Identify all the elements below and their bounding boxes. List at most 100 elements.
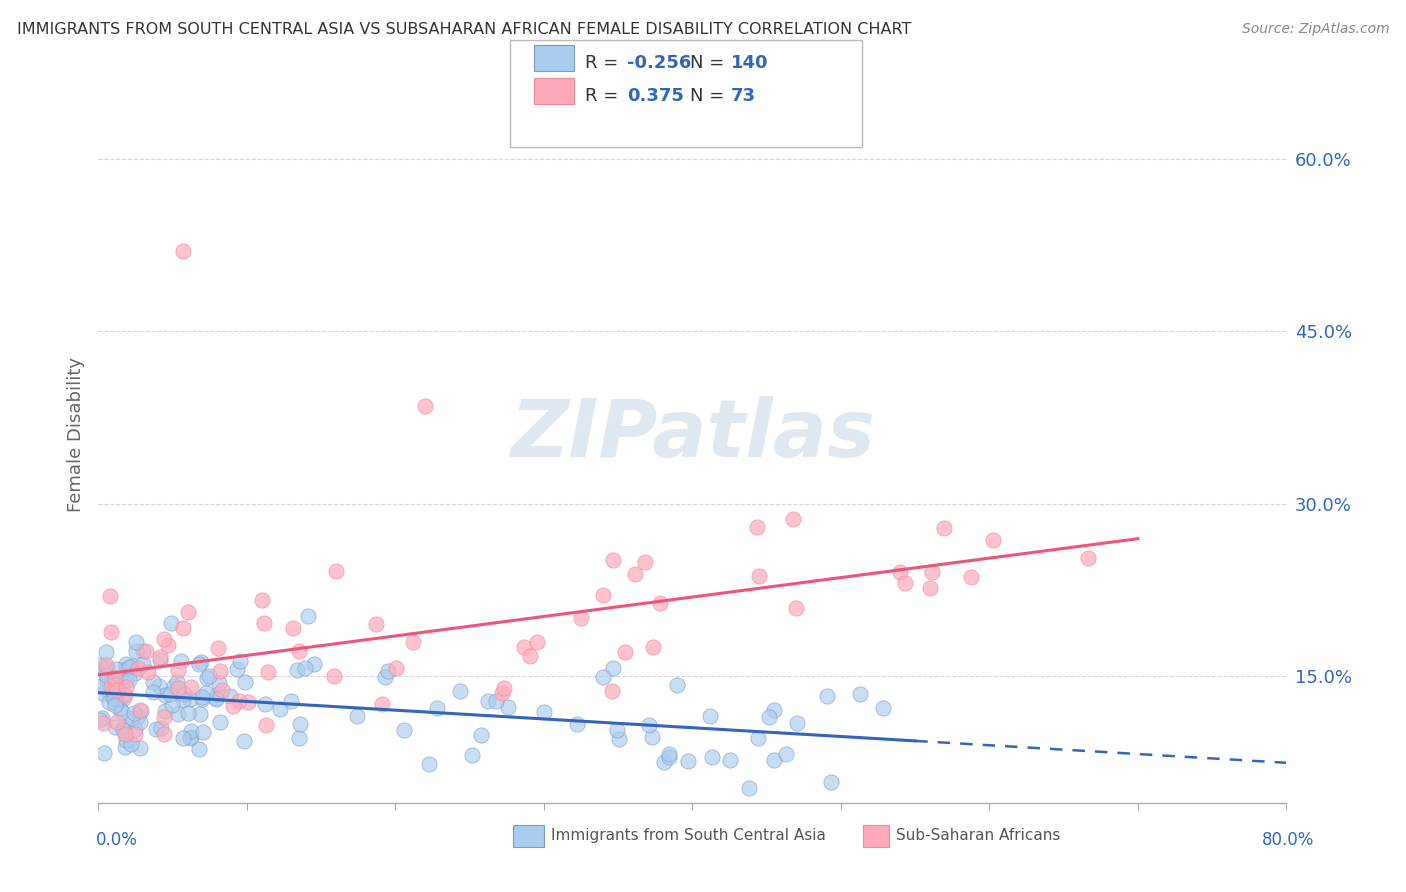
Point <box>785 601 807 615</box>
Point <box>104 671 127 685</box>
Text: 73: 73 <box>731 87 756 104</box>
Point <box>112 721 135 735</box>
Point <box>786 716 808 731</box>
Point <box>118 660 141 674</box>
Point <box>269 702 291 716</box>
Point <box>346 708 368 723</box>
Point <box>374 670 396 684</box>
Point <box>849 687 872 701</box>
Text: 140: 140 <box>731 54 769 71</box>
Point <box>160 698 183 713</box>
Point <box>94 667 117 681</box>
Point <box>815 689 838 703</box>
Point <box>167 707 190 722</box>
Point <box>114 740 136 755</box>
Point <box>172 693 194 707</box>
Point <box>89 713 111 727</box>
Point <box>111 687 134 701</box>
Point <box>91 685 114 699</box>
Point <box>208 676 231 690</box>
Point <box>402 634 425 648</box>
Point <box>103 677 125 691</box>
Point <box>889 565 911 579</box>
Point <box>105 697 128 711</box>
Point <box>152 710 174 724</box>
Point <box>180 730 202 744</box>
Point <box>782 512 804 526</box>
Point <box>132 644 155 658</box>
Point <box>155 704 177 718</box>
Point <box>124 666 146 681</box>
Point <box>188 741 211 756</box>
Point <box>100 681 122 695</box>
Point <box>219 689 242 703</box>
Y-axis label: Female Disability: Female Disability <box>66 358 84 512</box>
Point <box>294 661 316 675</box>
Point <box>748 569 770 583</box>
Point <box>207 641 229 656</box>
Point <box>287 663 309 677</box>
Point <box>124 727 146 741</box>
Point <box>650 596 672 610</box>
Point <box>148 679 170 693</box>
Point <box>98 589 121 603</box>
Point <box>122 706 145 721</box>
Point <box>385 661 408 675</box>
Point <box>195 671 218 685</box>
Point <box>124 722 146 736</box>
Point <box>392 723 415 737</box>
Point <box>197 668 219 682</box>
Point <box>519 649 541 664</box>
Point <box>156 638 179 652</box>
Point <box>170 654 193 668</box>
Point <box>159 687 181 701</box>
Point <box>893 576 915 591</box>
Point <box>665 678 688 692</box>
Point <box>609 731 631 746</box>
Point <box>172 244 194 258</box>
Point <box>492 681 515 695</box>
Point <box>211 683 233 698</box>
Point <box>180 724 202 739</box>
Point <box>613 645 636 659</box>
Point <box>283 621 305 635</box>
Point <box>567 717 589 731</box>
Point <box>652 755 675 769</box>
Point <box>177 706 200 720</box>
Point <box>288 731 311 745</box>
Point <box>602 553 624 567</box>
Text: ZIPatlas: ZIPatlas <box>510 396 875 474</box>
Point <box>470 728 492 742</box>
Point <box>190 690 212 704</box>
Point <box>114 673 136 687</box>
Point <box>592 588 614 602</box>
Point <box>413 399 436 413</box>
Point <box>101 690 124 704</box>
Point <box>193 725 215 739</box>
Point <box>700 750 723 764</box>
Point <box>233 734 256 748</box>
Point <box>90 711 112 725</box>
Point <box>125 634 148 648</box>
Point <box>758 709 780 723</box>
Point <box>153 632 176 646</box>
Point <box>90 680 112 694</box>
Point <box>135 644 157 658</box>
Point <box>125 644 148 658</box>
Point <box>131 657 153 671</box>
Point <box>188 707 211 722</box>
Point <box>418 756 440 771</box>
Point <box>179 692 201 706</box>
Point <box>167 664 190 678</box>
Point <box>101 684 124 698</box>
Point <box>602 683 624 698</box>
Point <box>872 701 894 715</box>
Point <box>449 683 471 698</box>
Point <box>160 616 183 631</box>
Point <box>921 565 943 579</box>
Point <box>254 718 277 732</box>
Point <box>115 657 138 671</box>
Text: -0.256: -0.256 <box>627 54 692 71</box>
Point <box>208 714 231 729</box>
Point <box>571 611 593 625</box>
